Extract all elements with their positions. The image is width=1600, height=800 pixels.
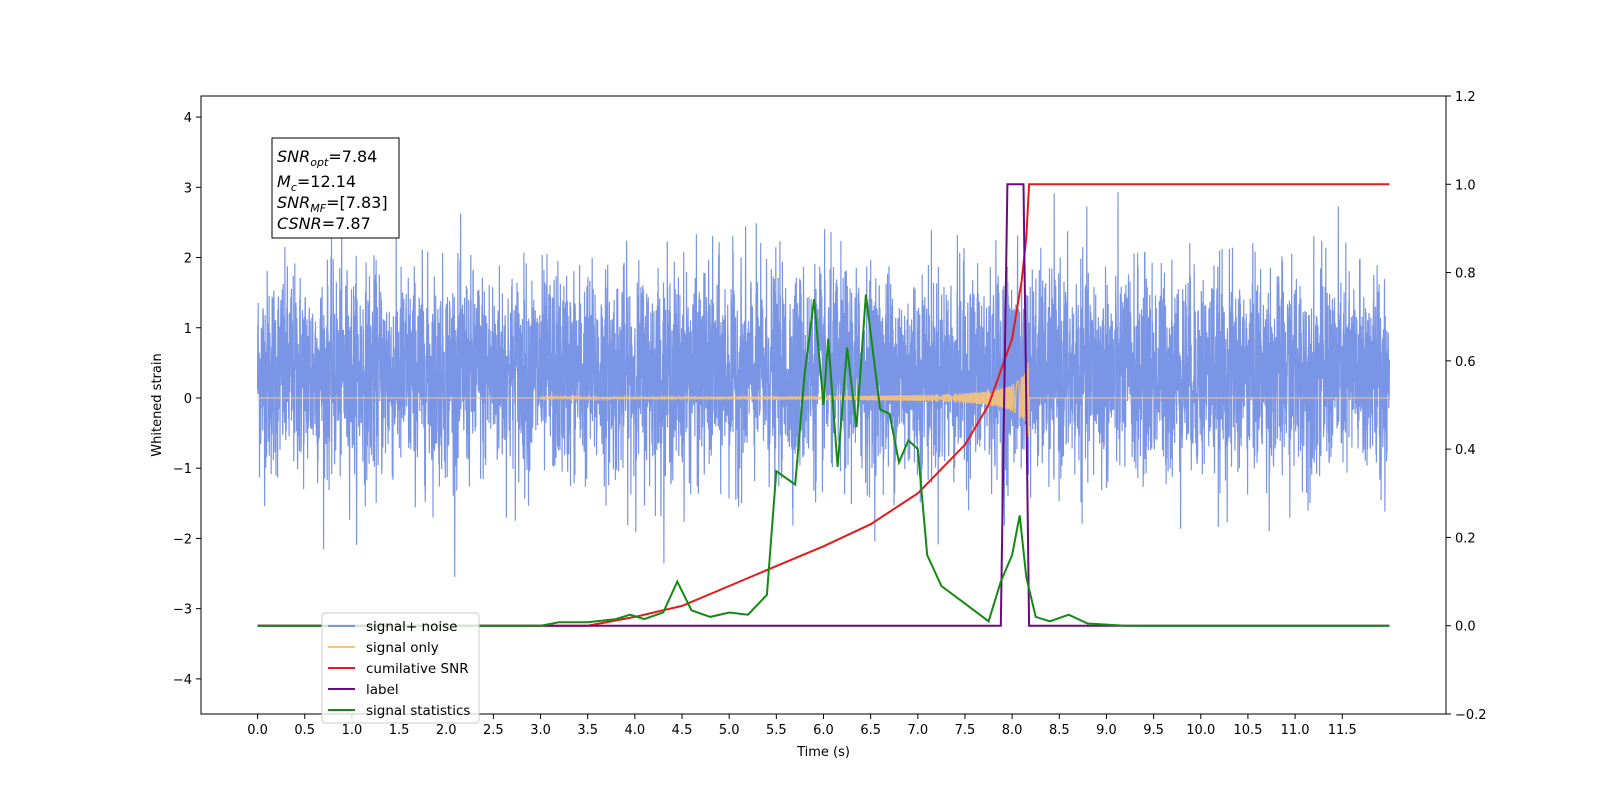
y-tick-label: −4 xyxy=(173,673,192,688)
legend: signal+ noise signal only cumilative SNR la… xyxy=(321,612,480,724)
stat-value: =[7.83] xyxy=(326,193,388,212)
x-axis-label: Time (s) xyxy=(796,745,850,760)
stat-subscript: MF xyxy=(310,202,326,215)
y2-tick-label: 0.4 xyxy=(1455,443,1476,458)
x-tick-label: 2.0 xyxy=(436,723,457,738)
y-tick-label: 3 xyxy=(184,181,192,196)
x-tick-label: 4.0 xyxy=(625,723,646,738)
plot-area xyxy=(257,183,1390,627)
legend-label: signal only xyxy=(366,640,439,656)
y-tick-label: 4 xyxy=(184,111,192,126)
stat-snr-opt: SNRopt=7.84 xyxy=(277,147,377,169)
x-tick-label: 1.0 xyxy=(342,723,363,738)
legend-frame xyxy=(321,612,480,724)
stat-value: =7.87 xyxy=(322,214,371,233)
x-tick-label: 6.5 xyxy=(860,723,881,738)
x-tick-label: 9.5 xyxy=(1143,723,1164,738)
y2-tick-label: −0.2 xyxy=(1455,708,1487,723)
y2-tick-label: 0.6 xyxy=(1455,355,1476,370)
x-tick-label: 8.0 xyxy=(1002,723,1023,738)
axes: 0.0 0.5 1.0 1.5 2.0 2.5 3.0 3.5 4.0 4.5 5.0 5.5 6.0 6… xyxy=(150,90,1487,760)
x-tick-label: 5.5 xyxy=(766,723,787,738)
x-tick-label: 8.5 xyxy=(1049,723,1070,738)
x-tick-label: 1.5 xyxy=(389,723,410,738)
x-tick-label: 2.5 xyxy=(483,723,504,738)
y2-tick-label: 1.2 xyxy=(1455,90,1476,105)
y2-tick-label: 0.0 xyxy=(1455,620,1476,635)
stat-csnr: CSNR=7.87 xyxy=(277,214,371,233)
legend-label: signal+ noise xyxy=(366,619,457,635)
x-tick-label: 0.5 xyxy=(294,723,315,738)
stat-symbol: M xyxy=(277,172,291,191)
x-tick-label: 3.5 xyxy=(577,723,598,738)
x-tick-label: 5.0 xyxy=(719,723,740,738)
y-tick-label: 1 xyxy=(184,322,192,337)
stat-snr-mf: SNRMF=[7.83] xyxy=(277,193,388,215)
stat-value: =12.14 xyxy=(297,172,356,191)
stats-box-frame xyxy=(271,137,400,239)
stat-symbol: SNR xyxy=(277,147,310,166)
y-tick-label: −3 xyxy=(173,603,192,618)
stat-value: =7.84 xyxy=(328,147,377,166)
x-tick-label: 0.0 xyxy=(247,723,268,738)
x-tick-label: 7.0 xyxy=(907,723,928,738)
legend-label: label xyxy=(366,682,399,698)
x-tick-label: 10.0 xyxy=(1186,723,1215,738)
y2-tick-label: 1.0 xyxy=(1455,178,1476,193)
y-axis-label: Whitened strain xyxy=(150,353,165,456)
x-tick-label: 3.0 xyxy=(530,723,551,738)
y2-tick-label: 0.2 xyxy=(1455,531,1476,546)
x-tick-label: 10.5 xyxy=(1233,723,1262,738)
legend-label: cumilative SNR xyxy=(366,661,469,677)
y-tick-label: −1 xyxy=(173,462,192,477)
series-signal-noise-line xyxy=(257,192,1390,577)
stat-subscript: opt xyxy=(310,156,329,169)
legend-label: signal statistics xyxy=(366,703,470,719)
y-tick-label: 2 xyxy=(184,252,192,267)
x-tick-label: 11.0 xyxy=(1281,723,1310,738)
x-tick-label: 9.0 xyxy=(1096,723,1117,738)
x-tick-label: 6.0 xyxy=(813,723,834,738)
stat-mc: Mc=12.14 xyxy=(277,172,356,194)
series-signal-statistics-line xyxy=(257,294,1390,627)
x-tick-label: 11.5 xyxy=(1328,723,1357,738)
series-label-line xyxy=(257,183,1390,627)
stat-subscript: c xyxy=(291,181,297,194)
stat-symbol: CSNR xyxy=(277,214,322,233)
stat-symbol: SNR xyxy=(277,193,310,212)
y-tick-label: 0 xyxy=(184,392,192,407)
y-tick-label: −2 xyxy=(173,532,192,547)
x-tick-label: 7.5 xyxy=(955,723,976,738)
x-tick-label: 4.5 xyxy=(672,723,693,738)
y2-tick-label: 0.8 xyxy=(1455,267,1476,282)
